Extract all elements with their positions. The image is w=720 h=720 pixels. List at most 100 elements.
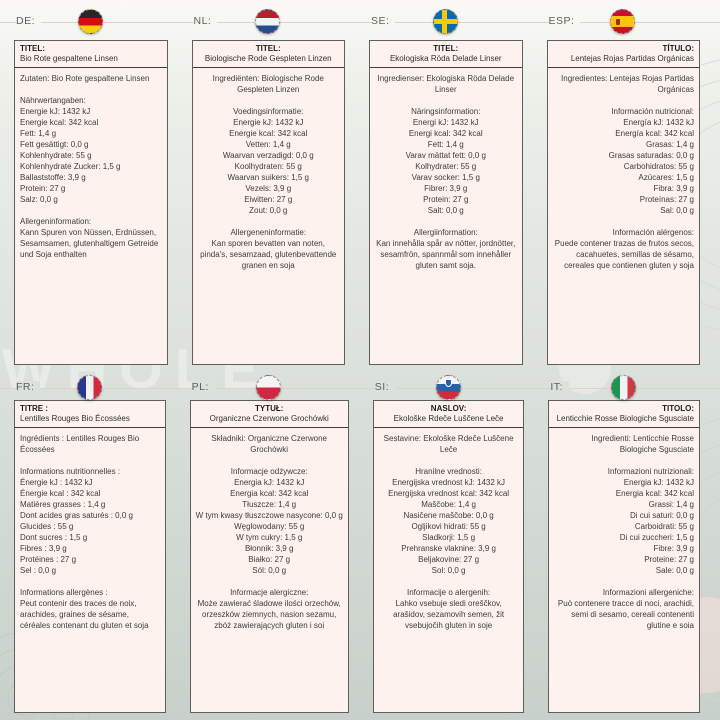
product-title: Biologische Rode Gespleten Linzen: [204, 54, 332, 63]
allergen-text: Peut contenir des traces de noix, arachi…: [20, 599, 149, 630]
language-label-it: IT:: [550, 381, 569, 393]
panel-fr: FR: TITRE : Lentilles Rouges Bio Écossée…: [14, 365, 166, 713]
allergen-text: Kann Spuren von Nüssen, Erdnüssen, Sesam…: [20, 228, 159, 259]
language-label-se: SE:: [371, 15, 396, 27]
label-card-esp: TÍTULO: Lentejas Rojas Partidas Orgánica…: [546, 40, 700, 365]
nutrition-values: Energi kJ: 1432 kJ Energi kcal: 342 kcal F…: [405, 118, 486, 215]
panel-it: IT: TITOLO: Lenticchie Rosse Biologiche …: [548, 365, 700, 713]
panel-fr-header: FR:: [14, 365, 166, 400]
title-label: TITEL:: [20, 44, 45, 53]
italy-flag-icon: [611, 375, 637, 400]
nutrition-values: Energia kJ: 1432 kJ Energia kcal: 342 kca…: [195, 478, 343, 575]
panel-esp: ESP: TÍTULO: Lentejas Rojas Partidas Org…: [546, 0, 701, 365]
product-title: Ekološke Rdeče Luščene Leče: [393, 414, 504, 423]
product-title: Ekologiska Röda Delade Linser: [389, 54, 502, 63]
panel-si: SI: NASLOV: Ekološke Rdeče Luščene Leče …: [372, 365, 525, 713]
title-label: TITRE :: [20, 404, 48, 413]
label-row-top: DE: TITEL: Bio Rote gespaltene Linsen Zu…: [0, 0, 720, 365]
label-row-bottom: FR: TITRE : Lentilles Rouges Bio Écossée…: [0, 365, 720, 713]
allergen-text: Kan sporen bevatten van noten, pinda's, …: [200, 239, 337, 270]
panel-nl-header: NL:: [192, 0, 346, 40]
ingredients-text: Ingredienti: Lenticchie Rosse Biologiche…: [591, 434, 694, 454]
label-card-fr: TITRE : Lentilles Rouges Bio Écossées In…: [14, 400, 166, 713]
panel-esp-header: ESP:: [547, 0, 701, 40]
allergen-text: Lahko vsebuje sledi oreščkov, arašidov, …: [393, 599, 505, 630]
label-card-pl: TYTUŁ: Organiczne Czerwone Grochówki Skł…: [189, 400, 349, 713]
label-card-it: TITOLO: Lenticchie Rosse Biologiche Sgus…: [548, 400, 700, 713]
product-title: Organiczne Czerwone Grochówki: [209, 414, 329, 423]
nutrition-header: Näringsinformation:: [411, 107, 481, 116]
panel-pl-header: PL:: [190, 365, 349, 400]
panel-se: SE: TITEL: Ekologiska Röda Delade Linser…: [369, 0, 523, 365]
nutrition-header: Hranilne vrednosti:: [415, 467, 482, 476]
poland-flag-icon: [256, 375, 282, 400]
allergen-header: Allergeninformation:: [20, 217, 92, 226]
panel-de: DE: TITEL: Bio Rote gespaltene Linsen Zu…: [14, 0, 168, 365]
label-card-si: NASLOV: Ekološke Rdeče Luščene Leče Sest…: [372, 400, 525, 713]
product-title: Lenticchie Rosse Biologiche Sgusciate: [556, 414, 694, 423]
title-label: TYTUŁ:: [254, 404, 284, 413]
allergen-header: Informacije o alergenih:: [407, 588, 491, 597]
ingredients-text: Ingredientes: Lentejas Rojas Partidas Or…: [561, 74, 694, 94]
language-label-fr: FR:: [16, 381, 41, 393]
label-card-de: TITEL: Bio Rote gespaltene Linsen Zutate…: [14, 40, 168, 365]
ingredients-text: Sestavine: Ekološke Rdeče Luščene Leče: [383, 434, 514, 454]
slovenia-flag-icon: [435, 375, 461, 400]
sweden-flag-icon: [432, 9, 458, 34]
germany-flag-icon: [77, 9, 103, 34]
product-title: Bio Rote gespaltene Linsen: [20, 54, 118, 63]
ingredients-text: Składniki: Organiczne Czerwone Grochówki: [211, 434, 327, 454]
nutrition-values: Energía kJ: 1432 kJ Energía kcal: 342 kca…: [608, 118, 694, 215]
title-label: NASLOV:: [430, 404, 467, 413]
title-label: TITEL:: [433, 44, 459, 53]
nutrition-header: Información nutricional:: [611, 107, 694, 116]
panel-se-header: SE:: [369, 0, 523, 40]
nutrition-values: Energijska vrednost kJ: 1432 kJ Energijsk…: [388, 478, 510, 575]
panel-pl: PL: TYTUŁ: Organiczne Czerwone Grochówki…: [189, 365, 349, 713]
nutrition-header: Informations nutritionnelles :: [20, 467, 121, 476]
panel-it-header: IT:: [548, 365, 700, 400]
nutrition-values: Energia kJ: 1432 kJ Energia kcal: 342 kca…: [615, 478, 694, 575]
france-flag-icon: [76, 375, 102, 400]
ingredients-text: Ingrédients : Lentilles Rouges Bio Écoss…: [20, 434, 140, 454]
ingredients-text: Ingredienser: Ekologiska Röda Delade Lin…: [377, 74, 515, 94]
allergen-header: Información alérgenos:: [612, 228, 694, 237]
spain-flag-icon: [610, 9, 636, 34]
label-card-nl: TITEL: Biologische Rode Gespleten Linzen…: [191, 40, 345, 365]
allergen-header: Allergeneninformatie:: [230, 228, 307, 237]
language-label-esp: ESP:: [548, 15, 581, 27]
header-rule: [0, 22, 720, 23]
nutrition-header: Informazioni nutrizionali:: [607, 467, 694, 476]
language-label-si: SI:: [374, 381, 396, 393]
panel-nl: NL: TITEL: Biologische Rode Gespleten Li…: [191, 0, 346, 365]
allergen-header: Allergiinformation:: [413, 228, 478, 237]
allergen-text: Può contenere tracce di noci, arachidi, …: [557, 599, 694, 630]
nutrition-header: Nährwertangaben:: [20, 96, 86, 105]
allergen-text: Puede contener trazas de frutos secos, c…: [554, 239, 694, 270]
title-label: TITEL:: [255, 44, 281, 53]
language-label-nl: NL:: [193, 15, 218, 27]
allergen-text: Kan innehålla spår av nötter, jordnötter…: [376, 239, 516, 270]
language-label-de: DE:: [16, 15, 42, 27]
panel-de-header: DE:: [14, 0, 168, 40]
nutrition-header: Voedingsinformatie:: [233, 107, 304, 116]
panel-si-header: SI:: [373, 365, 525, 400]
title-label: TITOLO:: [662, 404, 694, 413]
label-card-se: TITEL: Ekologiska Röda Delade Linser Ing…: [369, 40, 523, 365]
nutrition-header: Informacje odżywcze:: [230, 467, 308, 476]
header-rule: [0, 388, 720, 389]
allergen-header: Informations allergènes :: [20, 588, 108, 597]
allergen-header: Informacje alergiczne:: [230, 588, 309, 597]
allergen-text: Może zawierać śladowe ilości orzechów, o…: [197, 599, 341, 630]
netherlands-flag-icon: [255, 9, 281, 34]
language-label-pl: PL:: [191, 381, 215, 393]
product-title: Lentejas Rojas Partidas Orgánicas: [570, 54, 694, 63]
ingredients-text: Zutaten: Bio Rote gespaltene Linsen: [20, 74, 150, 83]
allergen-header: Informazioni allergeniche:: [602, 588, 694, 597]
ingredients-text: Ingrediënten: Biologische Rode Gespleten…: [212, 74, 324, 94]
nutrition-values: Energie kJ: 1432 kJ Energie kcal: 342 kca…: [222, 118, 314, 215]
product-title: Lentilles Rouges Bio Écossées: [20, 414, 130, 423]
nutrition-values: Énergie kJ : 1432 kJ Énergie kcal : 342 k…: [20, 478, 133, 575]
title-label: TÍTULO:: [662, 44, 694, 53]
nutrition-values: Energie kJ: 1432 kJ Energie kcal: 342 kca…: [20, 107, 121, 204]
